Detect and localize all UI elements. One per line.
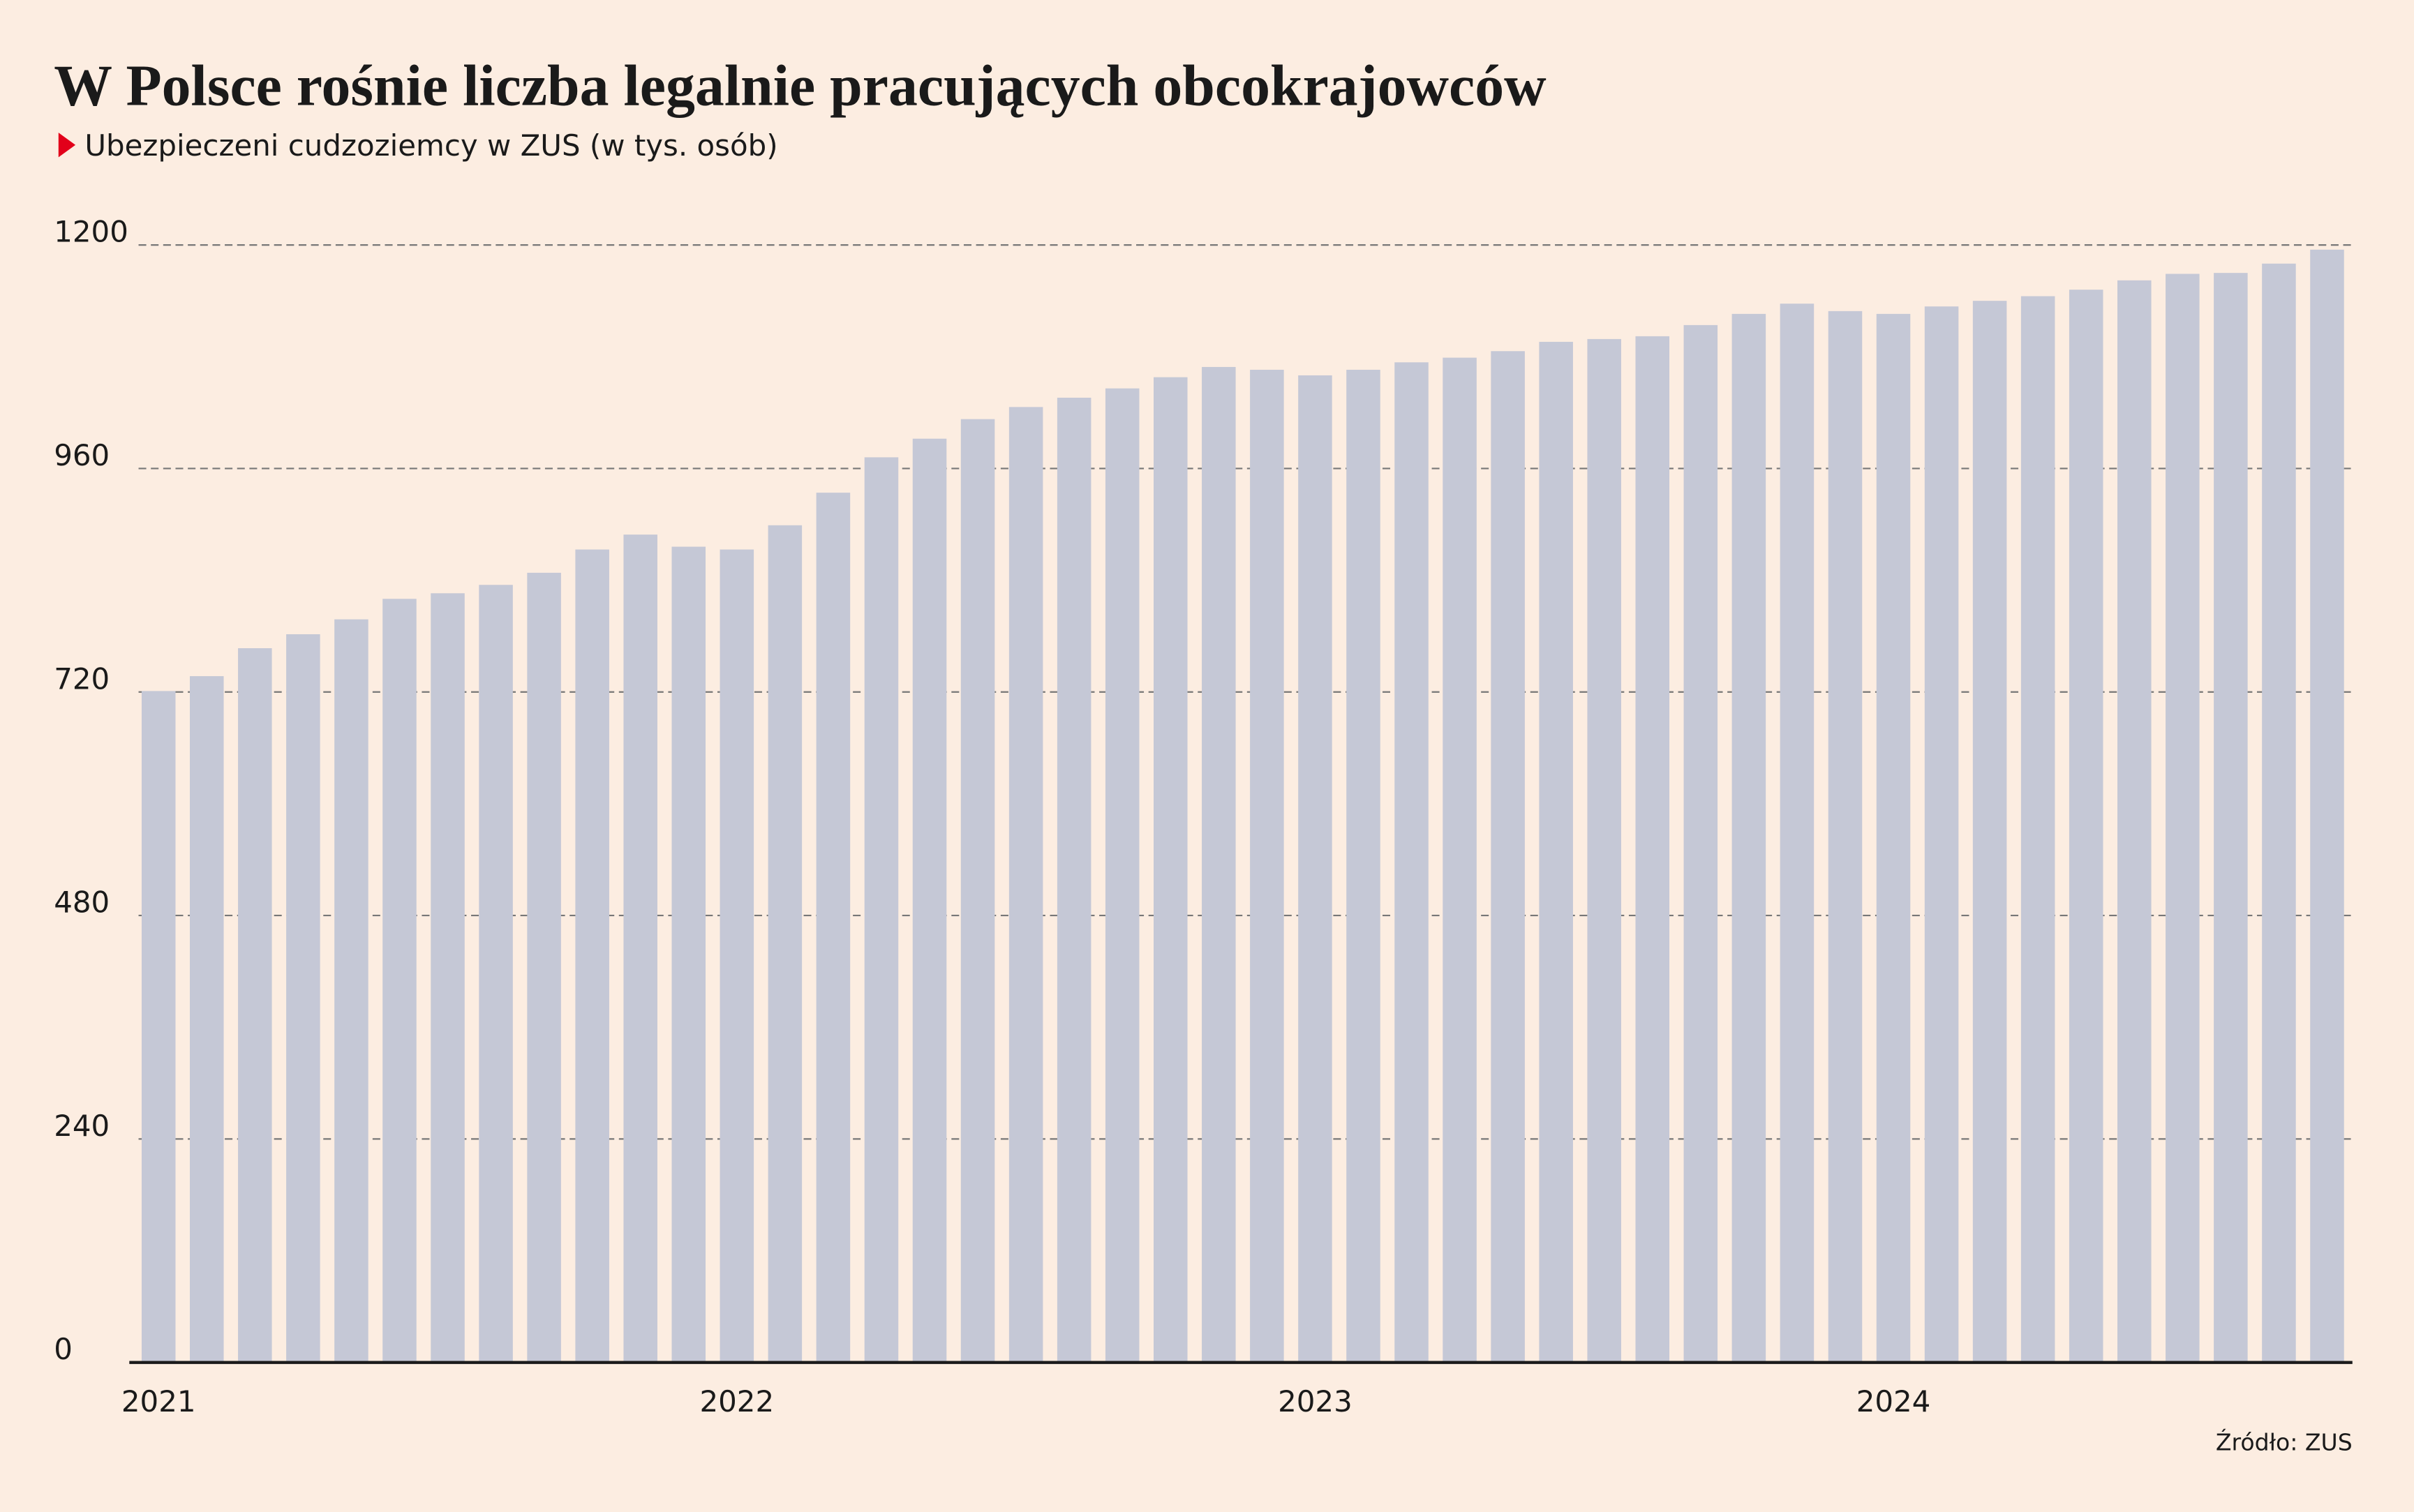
bar	[479, 585, 513, 1363]
bar	[1443, 357, 1477, 1363]
bar	[1346, 369, 1380, 1363]
y-tick-label: 0	[54, 1332, 73, 1366]
bar	[1828, 310, 1863, 1363]
bar	[1683, 324, 1718, 1363]
x-tick-label: 2022	[699, 1384, 774, 1419]
bar	[527, 572, 561, 1363]
bar	[671, 546, 706, 1363]
bar	[1154, 377, 1188, 1363]
x-tick-label: 2021	[121, 1384, 196, 1419]
bar	[816, 493, 851, 1363]
bar	[1057, 397, 1091, 1363]
y-tick-label: 1200	[54, 215, 128, 249]
subtitle-marker	[58, 133, 76, 158]
bar	[1008, 407, 1043, 1363]
bar	[1587, 338, 1621, 1363]
y-tick-label: 480	[54, 885, 110, 920]
bar	[286, 634, 320, 1363]
bar	[1635, 336, 1670, 1363]
bar	[2069, 290, 2103, 1363]
bar	[431, 593, 465, 1363]
bar	[720, 549, 754, 1363]
bar	[1250, 369, 1284, 1363]
bar	[2214, 273, 2248, 1363]
bar	[1731, 313, 1766, 1363]
bar	[768, 525, 803, 1363]
y-tick-label: 240	[54, 1109, 110, 1143]
bar	[1105, 388, 1140, 1363]
bar	[238, 648, 272, 1363]
bar	[1780, 304, 1815, 1363]
bar	[1972, 301, 2007, 1363]
x-tick-label: 2024	[1856, 1384, 1931, 1419]
y-tick-label: 720	[54, 661, 110, 696]
bar	[2166, 274, 2200, 1363]
chart-subtitle: Ubezpieczeni cudzoziemcy w ZUS (w tys. o…	[84, 128, 777, 163]
bar	[912, 438, 947, 1363]
bar	[575, 549, 609, 1363]
bar	[141, 691, 176, 1363]
bar	[1876, 313, 1911, 1363]
source: Źródło: ZUS	[2216, 1428, 2353, 1455]
x-tick-label: 2023	[1278, 1384, 1353, 1419]
bar	[2020, 296, 2055, 1363]
bar	[960, 419, 995, 1363]
bar	[382, 599, 417, 1363]
bar	[334, 619, 368, 1363]
bar	[1924, 306, 1959, 1363]
bar	[1394, 362, 1429, 1363]
bar	[2262, 263, 2296, 1363]
bar	[2310, 249, 2344, 1363]
bar	[1298, 375, 1332, 1363]
y-tick-label: 960	[54, 438, 110, 472]
bar	[864, 457, 899, 1363]
bar	[1491, 351, 1525, 1363]
chart-title: W Polsce rośnie liczba legalnie pracując…	[54, 53, 1547, 118]
bar	[1539, 341, 1573, 1363]
bar	[190, 676, 224, 1363]
bar	[2117, 280, 2152, 1363]
bar	[1202, 366, 1236, 1363]
bar	[623, 534, 657, 1363]
